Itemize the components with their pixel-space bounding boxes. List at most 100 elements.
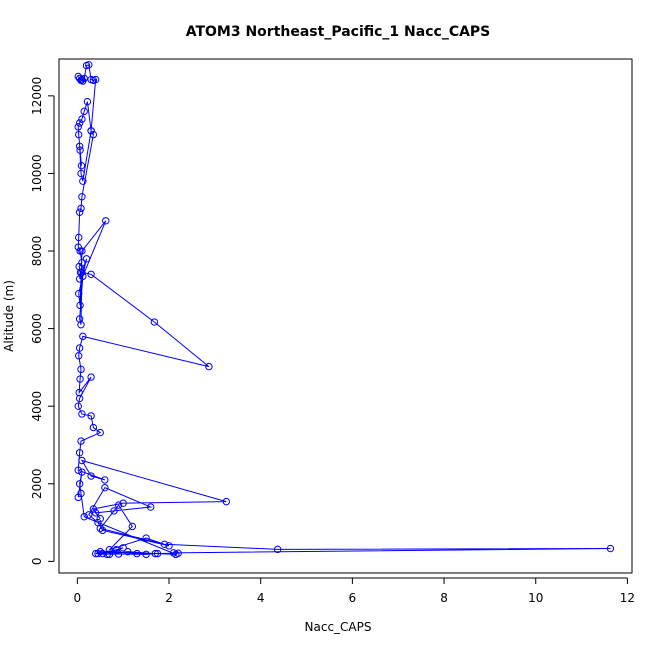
data-point bbox=[77, 204, 85, 213]
x-tick-label: 12 bbox=[620, 591, 635, 605]
x-tick-label: 2 bbox=[165, 591, 173, 605]
data-point bbox=[165, 542, 173, 550]
x-tick-label: 6 bbox=[349, 591, 357, 605]
data-point bbox=[142, 534, 150, 542]
data-point bbox=[94, 549, 102, 558]
data-point bbox=[74, 402, 82, 410]
data-point bbox=[160, 540, 169, 548]
data-point bbox=[78, 468, 86, 476]
data-point bbox=[75, 449, 84, 457]
y-tick-label: 10000 bbox=[30, 154, 44, 192]
x-tick-label: 10 bbox=[528, 591, 543, 605]
data-point bbox=[76, 301, 84, 310]
data-point bbox=[153, 549, 162, 558]
data-point bbox=[87, 472, 95, 480]
data-point bbox=[151, 549, 159, 558]
data-point bbox=[74, 466, 82, 474]
data-point bbox=[75, 289, 83, 298]
data-point bbox=[74, 243, 82, 251]
data-point bbox=[96, 547, 104, 556]
data-point bbox=[205, 362, 213, 371]
series-line bbox=[77, 64, 611, 555]
data-point bbox=[85, 511, 93, 519]
x-tick-label: 4 bbox=[257, 591, 265, 605]
data-point bbox=[103, 550, 111, 559]
data-point bbox=[172, 550, 180, 559]
data-point bbox=[142, 550, 150, 559]
data-point bbox=[75, 130, 83, 139]
data-point bbox=[101, 476, 109, 484]
data-point bbox=[119, 544, 127, 552]
data-point bbox=[87, 412, 95, 420]
data-point bbox=[89, 505, 98, 513]
y-axis-ticks: 0 2000 4000 6000 8000 10000 12000 bbox=[30, 77, 54, 565]
x-axis-ticks: 0 2 4 6 8 10 12 bbox=[74, 578, 635, 605]
data-point bbox=[76, 375, 84, 383]
data-point bbox=[75, 142, 84, 150]
data-point bbox=[96, 524, 104, 533]
data-point bbox=[273, 545, 282, 554]
data-point bbox=[80, 513, 88, 521]
data-point bbox=[87, 127, 95, 135]
data-point bbox=[91, 509, 100, 517]
data-point bbox=[169, 549, 178, 557]
data-point bbox=[606, 544, 615, 553]
data-point bbox=[82, 255, 91, 263]
data-point bbox=[74, 493, 82, 502]
data-point bbox=[96, 514, 104, 523]
y-tick-label: 2000 bbox=[30, 469, 44, 500]
data-point bbox=[87, 373, 95, 381]
data-point bbox=[77, 321, 85, 329]
data-series bbox=[74, 61, 615, 559]
x-tick-label: 0 bbox=[74, 591, 82, 605]
data-point bbox=[102, 217, 110, 225]
data-point bbox=[89, 130, 98, 139]
y-tick-label: 4000 bbox=[30, 391, 44, 422]
data-point bbox=[114, 501, 123, 509]
data-point bbox=[79, 177, 87, 185]
data-point bbox=[75, 119, 84, 127]
y-tick-label: 0 bbox=[30, 558, 44, 566]
data-point bbox=[114, 550, 123, 558]
y-tick-label: 8000 bbox=[30, 236, 44, 267]
data-point bbox=[74, 123, 82, 131]
y-axis-label: Altitude (m) bbox=[2, 280, 16, 352]
data-point bbox=[78, 410, 86, 418]
data-point bbox=[112, 546, 121, 554]
data-point bbox=[91, 549, 100, 558]
data-point bbox=[83, 97, 92, 106]
data-point bbox=[101, 483, 109, 492]
data-point bbox=[146, 503, 155, 511]
data-point bbox=[78, 193, 86, 201]
data-point bbox=[98, 526, 107, 535]
data-point bbox=[77, 169, 85, 178]
data-point bbox=[75, 233, 83, 242]
chart-title: ATOM3 Northeast_Pacific_1 Nacc_CAPS bbox=[186, 24, 491, 40]
data-point bbox=[85, 61, 93, 69]
data-point bbox=[128, 522, 137, 531]
data-point bbox=[91, 75, 100, 84]
plot-frame bbox=[58, 58, 633, 574]
data-point bbox=[75, 352, 83, 360]
data-point bbox=[222, 497, 231, 506]
data-point bbox=[77, 365, 85, 374]
data-point bbox=[89, 423, 98, 432]
data-point bbox=[75, 208, 84, 216]
data-point bbox=[78, 115, 86, 123]
x-tick-label: 8 bbox=[440, 591, 448, 605]
data-point bbox=[133, 549, 141, 558]
data-point bbox=[75, 480, 84, 488]
data-point bbox=[78, 247, 86, 255]
data-point bbox=[150, 318, 159, 326]
data-point bbox=[79, 332, 87, 341]
data-point bbox=[80, 74, 88, 83]
data-point bbox=[78, 456, 86, 465]
data-point bbox=[76, 146, 84, 154]
data-point bbox=[75, 394, 84, 403]
data-point bbox=[124, 547, 132, 556]
data-point bbox=[75, 344, 84, 352]
data-point bbox=[77, 437, 85, 445]
data-point bbox=[119, 499, 127, 507]
data-point bbox=[110, 507, 118, 515]
